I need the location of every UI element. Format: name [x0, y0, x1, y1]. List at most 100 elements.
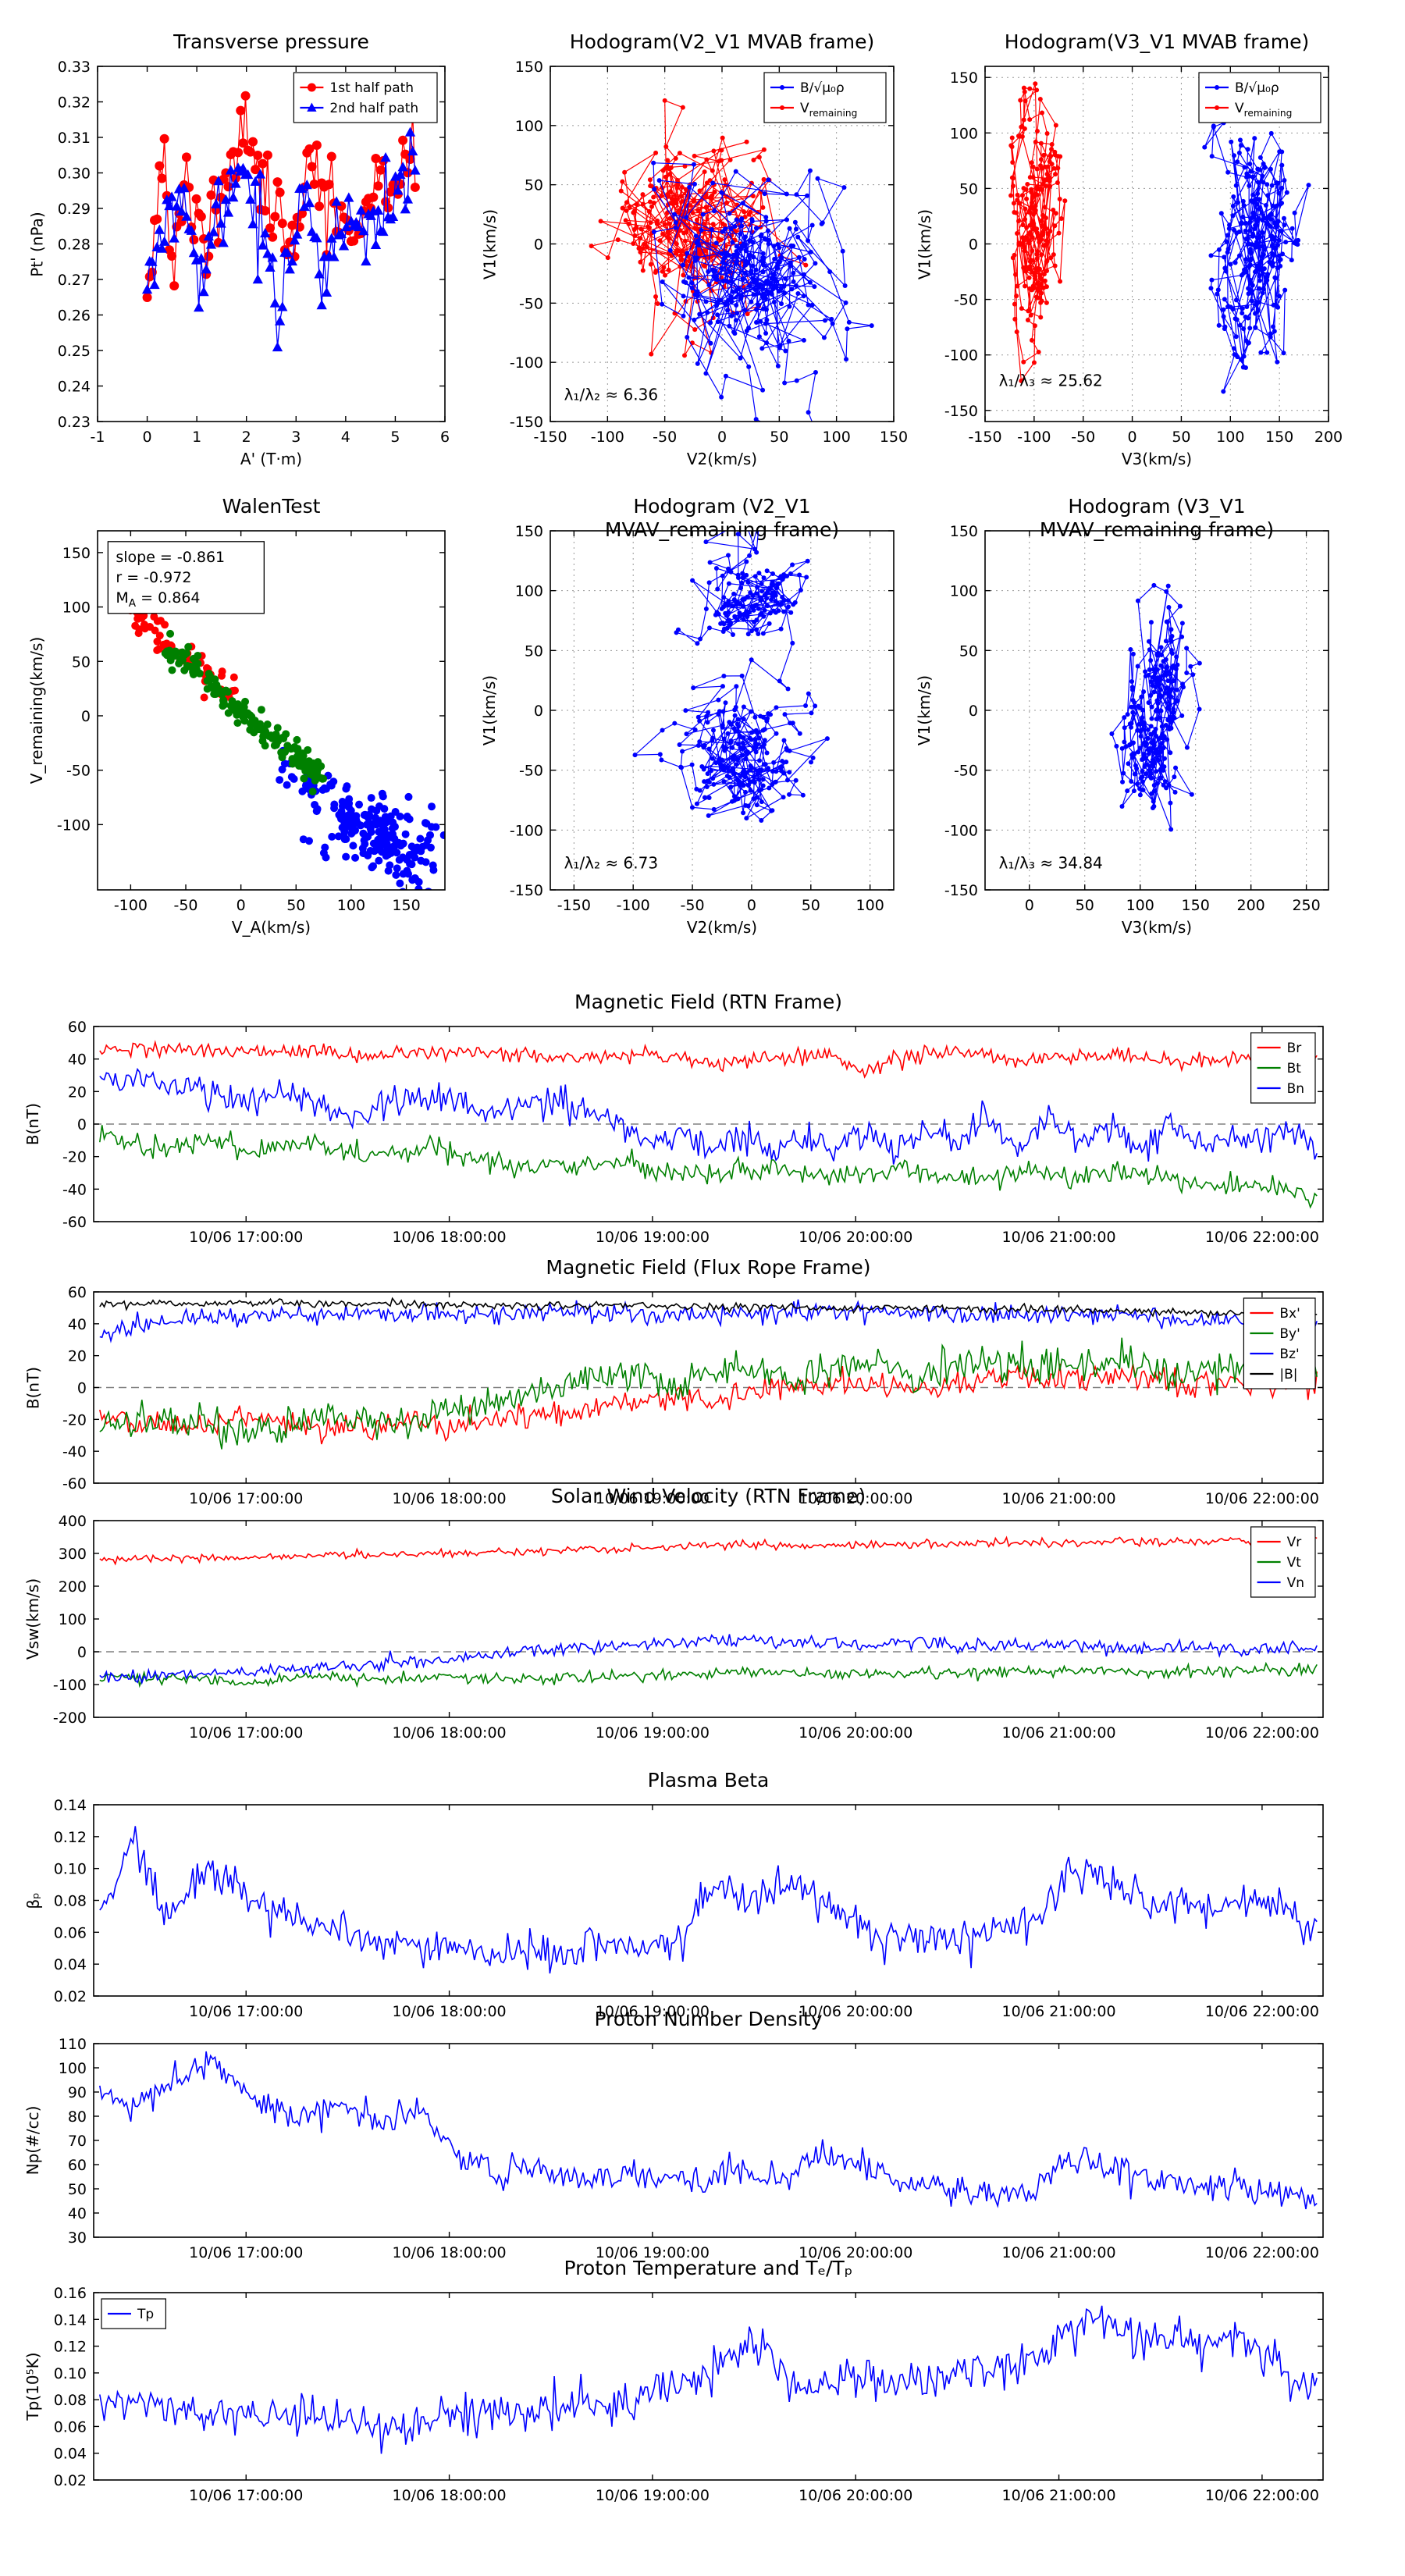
svg-text:10/06 19:00:00: 10/06 19:00:00: [596, 1490, 710, 1507]
svg-text:10/06 20:00:00: 10/06 20:00:00: [799, 1229, 912, 1246]
svg-text:200: 200: [59, 1578, 87, 1596]
svg-text:5: 5: [390, 429, 400, 446]
svg-text:0: 0: [77, 1380, 87, 1397]
svg-text:10/06 20:00:00: 10/06 20:00:00: [799, 2244, 912, 2261]
svg-text:0: 0: [237, 897, 246, 914]
svg-text:50: 50: [770, 429, 788, 446]
svg-text:By': By': [1279, 1326, 1300, 1342]
svg-text:10/06 17:00:00: 10/06 17:00:00: [189, 2487, 303, 2504]
svg-text:B/√μ₀ρ: B/√μ₀ρ: [800, 80, 845, 96]
svg-text:slope = -0.861: slope = -0.861: [116, 549, 225, 566]
svg-text:0.26: 0.26: [58, 308, 91, 325]
x-axis-label: V2(km/s): [686, 918, 758, 937]
svg-text:0.25: 0.25: [58, 343, 91, 360]
x-axis-label: V3(km/s): [1121, 918, 1193, 937]
svg-text:-100: -100: [510, 354, 543, 372]
svg-text:50: 50: [1172, 429, 1190, 446]
svg-text:150: 150: [392, 897, 420, 914]
svg-text:150: 150: [1182, 897, 1210, 914]
svg-text:10/06 17:00:00: 10/06 17:00:00: [189, 2244, 303, 2261]
svg-text:10/06 21:00:00: 10/06 21:00:00: [1001, 1724, 1115, 1742]
chart-hodogram-v2v1-mvav: -150 -100 -50 0 50 100 -150 -100 -50 0 50 100 150 λ₁/…: [510, 523, 895, 914]
svg-text:-100: -100: [1017, 429, 1051, 446]
svg-text:0.33: 0.33: [58, 59, 91, 76]
svg-text:Br: Br: [1287, 1041, 1302, 1056]
svg-text:0.14: 0.14: [54, 2311, 87, 2329]
svg-text:-100: -100: [510, 822, 543, 839]
svg-text:0.23: 0.23: [58, 414, 91, 431]
svg-text:110: 110: [59, 2036, 87, 2053]
svg-text:0.02: 0.02: [54, 2472, 87, 2489]
svg-text:60: 60: [68, 1019, 87, 1036]
svg-text:0: 0: [81, 708, 91, 725]
svg-text:0.29: 0.29: [58, 201, 91, 218]
svg-text:150: 150: [1265, 429, 1293, 446]
svg-text:0.02: 0.02: [54, 1988, 87, 2005]
svg-text:30: 30: [68, 2229, 87, 2247]
svg-text:50: 50: [68, 2181, 87, 2198]
chart-title: Transverse pressure: [173, 30, 369, 53]
svg-text:0.10: 0.10: [54, 2365, 87, 2382]
svg-text:100: 100: [856, 897, 884, 914]
svg-text:-60: -60: [62, 1475, 87, 1493]
chart-title: Hodogram (V2_V1 MVAV_remaining frame): [604, 495, 840, 541]
svg-text:-100: -100: [53, 1677, 87, 1694]
svg-text:-150: -150: [510, 882, 543, 899]
svg-text:Vr: Vr: [1287, 1535, 1302, 1550]
svg-text:90: 90: [68, 2084, 87, 2101]
svg-text:150: 150: [950, 523, 978, 540]
svg-text:0: 0: [747, 897, 756, 914]
svg-text:150: 150: [62, 545, 91, 562]
svg-text:10/06 21:00:00: 10/06 21:00:00: [1001, 2487, 1115, 2504]
svg-text:-150: -150: [533, 429, 567, 446]
svg-text:λ₁/λ₂ ≈ 6.73: λ₁/λ₂ ≈ 6.73: [564, 853, 658, 872]
svg-text:200: 200: [1314, 429, 1343, 446]
svg-text:40: 40: [68, 1051, 87, 1069]
svg-text:-100: -100: [591, 429, 624, 446]
svg-text:0: 0: [717, 429, 727, 446]
svg-text:-100: -100: [57, 817, 91, 834]
svg-text:50: 50: [286, 897, 305, 914]
svg-text:0.08: 0.08: [54, 1893, 87, 1910]
svg-text:0: 0: [143, 429, 152, 446]
svg-text:100: 100: [515, 118, 543, 135]
svg-text:50: 50: [1076, 897, 1094, 914]
svg-text:20: 20: [68, 1083, 87, 1101]
chart-hodogram-v3v1-mvab: -150 -100 -50 0 50 100 150 200 -150 -100 -50 0 50 100…: [944, 66, 1343, 446]
chart-hodogram-v2v1-mvab: -150 -100 -50 0 50 100 150 -150 -100 -50 0 50 100 150…: [510, 59, 908, 446]
chart-proton-density: 10/06 17:00:00 10/06 18:00:00 10/06 19:00:…: [59, 2036, 1324, 2261]
svg-text:50: 50: [525, 177, 543, 194]
svg-text:100: 100: [59, 2060, 87, 2077]
svg-text:Vremaining: Vremaining: [800, 101, 857, 119]
chart-title: Magnetic Field (RTN Frame): [574, 991, 842, 1013]
x-axis-label: V2(km/s): [686, 450, 758, 468]
chart-title: Hodogram (V3_V1 MVAV_remaining frame): [1039, 495, 1275, 541]
svg-text:0.30: 0.30: [58, 165, 91, 183]
svg-text:100: 100: [1216, 429, 1244, 446]
svg-text:-150: -150: [968, 429, 1001, 446]
svg-text:-40: -40: [62, 1181, 87, 1198]
svg-text:10/06 20:00:00: 10/06 20:00:00: [799, 2487, 912, 2504]
svg-text:-50: -50: [954, 763, 978, 780]
svg-text:-50: -50: [1071, 429, 1095, 446]
chart-hodogram-v3v1-mvav: 0 50 100 150 200 250 -150 -100 -50 0 50 100 150 λ₁/λ₃…: [944, 523, 1329, 914]
svg-text:10/06 21:00:00: 10/06 21:00:00: [1001, 1490, 1115, 1507]
svg-text:100: 100: [337, 897, 365, 914]
svg-text:200: 200: [1237, 897, 1265, 914]
svg-text:0.12: 0.12: [54, 1829, 87, 1846]
svg-text:-200: -200: [53, 1710, 87, 1727]
svg-text:150: 150: [880, 429, 908, 446]
svg-text:100: 100: [515, 583, 543, 600]
svg-text:0: 0: [969, 237, 978, 254]
svg-text:0.14: 0.14: [54, 1797, 87, 1814]
svg-text:-100: -100: [617, 897, 650, 914]
svg-text:0: 0: [534, 703, 543, 720]
svg-text:50: 50: [72, 653, 91, 671]
svg-text:0.04: 0.04: [54, 2446, 87, 2463]
svg-text:10/06 22:00:00: 10/06 22:00:00: [1205, 1229, 1319, 1246]
svg-text:-150: -150: [944, 403, 978, 420]
svg-text:10/06 18:00:00: 10/06 18:00:00: [393, 2244, 507, 2261]
chart-solar-wind-velocity: 10/06 17:00:00 10/06 18:00:00 10/06 19:00:…: [53, 1513, 1324, 1742]
svg-text:100: 100: [950, 125, 978, 142]
chart-title: Hodogram(V2_V1 MVAB frame): [569, 30, 875, 53]
